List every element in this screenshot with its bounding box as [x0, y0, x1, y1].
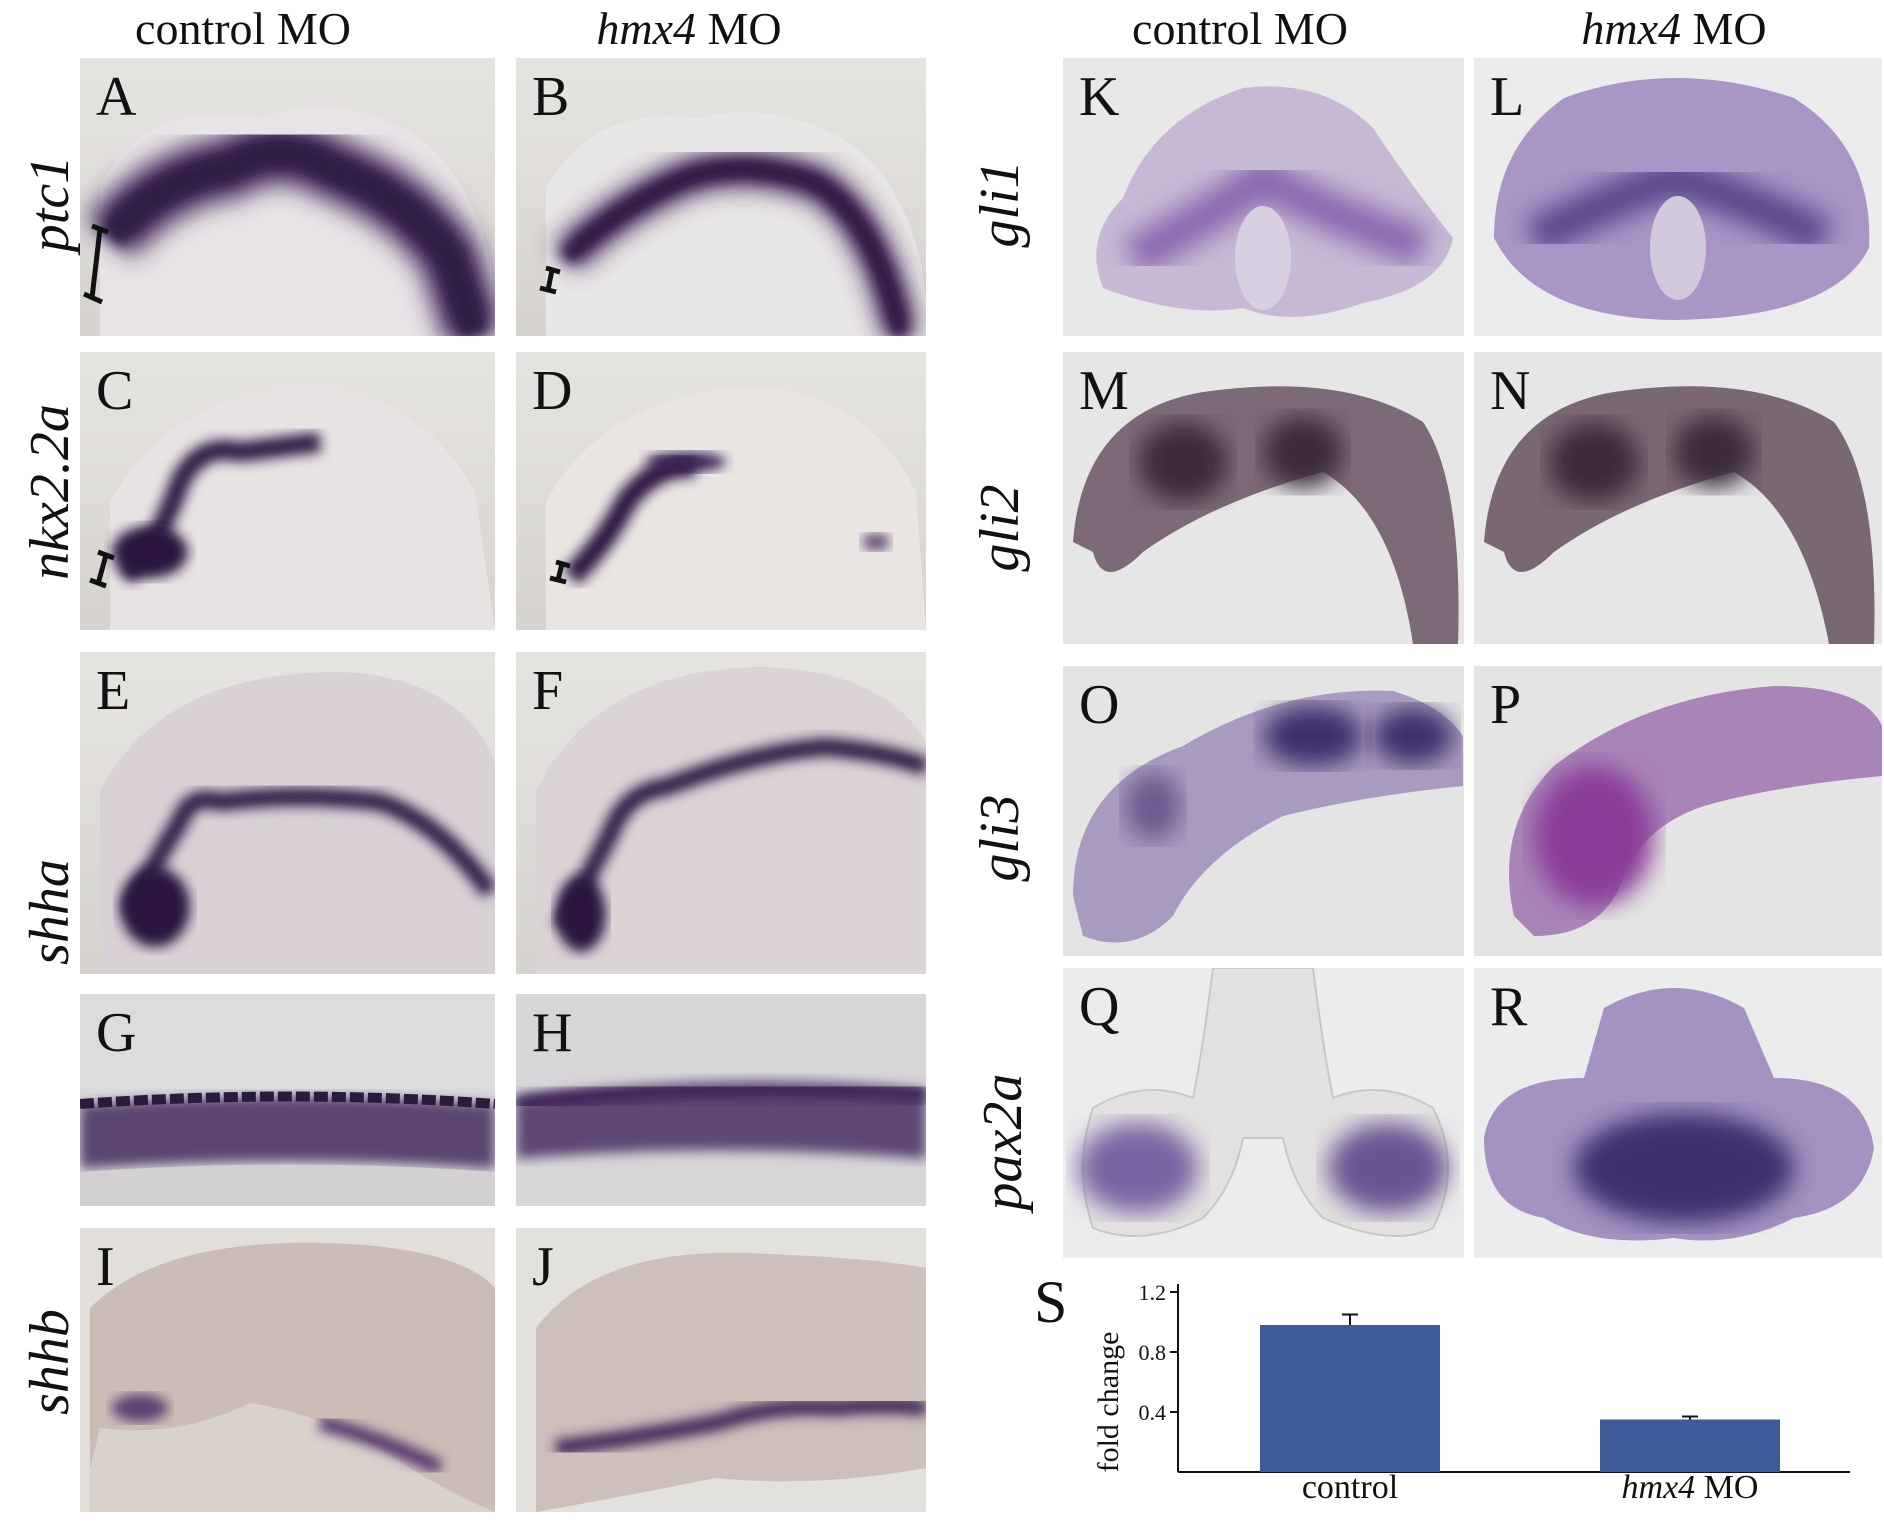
panel-label: G: [96, 1002, 137, 1064]
panel-label: C: [96, 360, 134, 422]
panel-r-pax2a-hmx4: R: [1474, 968, 1882, 1258]
panel-label: H: [532, 1002, 573, 1064]
y-axis-label: fold change: [1092, 1332, 1125, 1473]
panel-label: K: [1079, 66, 1120, 128]
row-label-gli3: gli3: [969, 794, 1031, 882]
y-tick-label: 0.8: [1139, 1340, 1167, 1365]
panel-label: B: [532, 66, 570, 128]
panel-q-pax2a-control: Q: [1063, 968, 1464, 1258]
panel-label: A: [96, 66, 137, 128]
row-label-shhb: shhb: [19, 1309, 81, 1415]
column-header-hmx4-left: hmx4 MO: [516, 0, 862, 58]
panel-label: N: [1490, 360, 1531, 422]
column-header-control-right: control MO: [1132, 3, 1348, 54]
panel-label: R: [1490, 976, 1528, 1038]
panel-p-gli3-hmx4: P: [1474, 666, 1882, 956]
gene-name: hmx4: [1581, 3, 1681, 54]
y-tick-label: 0.4: [1139, 1400, 1167, 1425]
panel-e-shha-control: E: [80, 652, 495, 974]
panel-h-shha-hmx4-trunk: H: [516, 994, 926, 1206]
panel-j-shhb-hmx4: J: [516, 1228, 926, 1512]
bar-control: [1260, 1325, 1440, 1472]
panel-s-fold-change-chart: S fold change 0.4 0.8 1.2 control hmx4 MO: [1034, 1269, 1850, 1506]
panel-label: J: [532, 1236, 554, 1298]
bar-hmx4-mo: [1600, 1419, 1780, 1472]
panel-o-gli3-control: O: [1063, 666, 1464, 956]
plot-area: 0.4 0.8 1.2: [1139, 1280, 1850, 1473]
panel-b-ptc1-hmx4: B: [516, 58, 926, 336]
panel-l-gli1-hmx4: L: [1474, 58, 1882, 336]
panel-g-shha-control-trunk: G: [80, 994, 495, 1206]
row-label-nkx22a: nkx2.2a: [19, 404, 81, 580]
column-header-hmx4-right: hmx4 MO: [1474, 0, 1874, 58]
panel-label: Q: [1079, 976, 1120, 1038]
panel-label: S: [1034, 1269, 1067, 1335]
header-suffix: MO: [1681, 3, 1767, 54]
gene-name: hmx4: [596, 3, 696, 54]
column-header-control-left: control MO: [135, 3, 351, 54]
y-tick-label: 1.2: [1139, 1280, 1167, 1305]
panel-label: I: [96, 1236, 115, 1298]
row-label-pax2a: pax2a: [972, 1073, 1034, 1211]
panel-a-ptc1-control: A: [80, 58, 495, 336]
panel-label: D: [532, 360, 573, 422]
panel-k-gli1-control: K: [1063, 58, 1464, 336]
panel-m-gli2-control: M: [1063, 352, 1464, 644]
panel-n-gli2-hmx4: N: [1474, 352, 1882, 644]
panel-label: O: [1079, 674, 1120, 736]
category-label: hmx4 MO: [1622, 1469, 1759, 1506]
panel-c-nkx22a-control: C: [80, 352, 495, 630]
row-label-gli1: gli1: [969, 160, 1031, 248]
panel-label: E: [96, 660, 131, 722]
header-suffix: MO: [696, 3, 782, 54]
panel-label: L: [1490, 66, 1525, 128]
panel-f-shha-hmx4: F: [516, 652, 926, 974]
row-label-ptc1: ptc1: [19, 155, 81, 253]
row-label-shha: shha: [19, 859, 81, 965]
category-label: control: [1302, 1469, 1398, 1506]
row-label-gli2: gli2: [969, 484, 1031, 572]
panel-i-shhb-control: I: [80, 1228, 495, 1512]
panel-label: P: [1490, 674, 1522, 736]
panel-label: M: [1079, 360, 1129, 422]
panel-label: F: [532, 660, 564, 722]
panel-d-nkx22a-hmx4: D: [516, 352, 926, 630]
